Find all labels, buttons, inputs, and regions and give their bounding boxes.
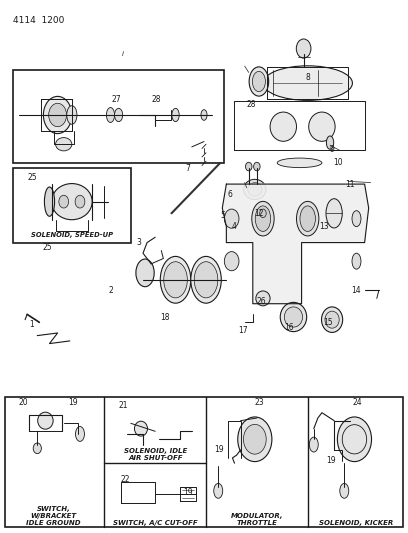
Text: 12: 12 bbox=[254, 209, 264, 218]
Text: 1: 1 bbox=[29, 320, 33, 329]
Text: 5: 5 bbox=[220, 212, 225, 221]
Circle shape bbox=[224, 209, 239, 228]
Text: SOLENOID, KICKER: SOLENOID, KICKER bbox=[319, 520, 394, 526]
Ellipse shape bbox=[256, 291, 270, 306]
Ellipse shape bbox=[280, 302, 307, 332]
Ellipse shape bbox=[172, 108, 179, 122]
Ellipse shape bbox=[160, 256, 191, 303]
Bar bbox=[13, 168, 131, 243]
Ellipse shape bbox=[352, 253, 361, 269]
Text: 21: 21 bbox=[119, 401, 128, 410]
Ellipse shape bbox=[297, 201, 319, 236]
Ellipse shape bbox=[309, 112, 335, 141]
Text: i: i bbox=[122, 51, 124, 56]
Text: 19: 19 bbox=[68, 398, 78, 407]
Text: 4: 4 bbox=[232, 222, 237, 231]
Text: 19: 19 bbox=[184, 488, 193, 497]
Ellipse shape bbox=[51, 183, 92, 220]
Circle shape bbox=[254, 163, 260, 171]
Text: 7: 7 bbox=[185, 164, 190, 173]
Ellipse shape bbox=[270, 112, 297, 141]
Ellipse shape bbox=[194, 262, 218, 298]
Circle shape bbox=[260, 209, 266, 217]
Text: SWITCH, A/C CUT-OFF: SWITCH, A/C CUT-OFF bbox=[113, 520, 197, 526]
Ellipse shape bbox=[115, 108, 123, 122]
Circle shape bbox=[337, 417, 372, 462]
Ellipse shape bbox=[249, 67, 268, 96]
Ellipse shape bbox=[248, 183, 262, 196]
Text: 13: 13 bbox=[319, 222, 329, 231]
Circle shape bbox=[49, 103, 67, 127]
Text: 3: 3 bbox=[137, 238, 142, 247]
Ellipse shape bbox=[326, 136, 334, 149]
Ellipse shape bbox=[284, 307, 303, 327]
Ellipse shape bbox=[67, 106, 77, 124]
Ellipse shape bbox=[340, 483, 349, 498]
Text: 14: 14 bbox=[352, 286, 361, 295]
Text: 2: 2 bbox=[108, 286, 113, 295]
Ellipse shape bbox=[164, 262, 187, 298]
Text: 6: 6 bbox=[228, 190, 233, 199]
Ellipse shape bbox=[136, 259, 154, 287]
Ellipse shape bbox=[214, 483, 223, 498]
Text: SOLENOID, IDLE
AIR SHUT-OFF: SOLENOID, IDLE AIR SHUT-OFF bbox=[124, 448, 187, 461]
Circle shape bbox=[246, 163, 252, 171]
Text: 11: 11 bbox=[346, 180, 355, 189]
Ellipse shape bbox=[244, 179, 266, 199]
Text: 16: 16 bbox=[284, 323, 294, 332]
Text: 28: 28 bbox=[151, 95, 161, 104]
Ellipse shape bbox=[75, 426, 84, 441]
Text: 27: 27 bbox=[112, 95, 122, 104]
Ellipse shape bbox=[38, 412, 53, 429]
Ellipse shape bbox=[352, 211, 361, 227]
Text: 22: 22 bbox=[121, 475, 130, 483]
Circle shape bbox=[33, 443, 41, 454]
Ellipse shape bbox=[191, 256, 221, 303]
Text: SWITCH,
W/BRACKET
IDLE GROUND: SWITCH, W/BRACKET IDLE GROUND bbox=[26, 506, 81, 526]
Text: 23: 23 bbox=[255, 398, 264, 407]
Bar bbox=[5, 397, 403, 527]
Ellipse shape bbox=[201, 110, 207, 120]
Ellipse shape bbox=[135, 421, 147, 436]
Circle shape bbox=[43, 96, 72, 134]
Circle shape bbox=[244, 424, 266, 454]
Text: 25: 25 bbox=[43, 244, 52, 253]
Text: 9: 9 bbox=[330, 145, 335, 154]
Text: 17: 17 bbox=[238, 326, 247, 335]
Text: 24: 24 bbox=[353, 398, 362, 407]
Circle shape bbox=[59, 195, 69, 208]
Ellipse shape bbox=[44, 187, 55, 216]
Ellipse shape bbox=[255, 206, 271, 231]
Text: 26: 26 bbox=[256, 296, 266, 305]
Text: 8: 8 bbox=[305, 73, 310, 82]
Bar bbox=[13, 70, 224, 163]
Text: 19: 19 bbox=[214, 446, 224, 455]
Text: SOLENOID, SPEED-UP: SOLENOID, SPEED-UP bbox=[31, 232, 113, 238]
Polygon shape bbox=[222, 184, 369, 304]
Text: 18: 18 bbox=[161, 312, 170, 321]
Text: 20: 20 bbox=[19, 398, 29, 407]
Ellipse shape bbox=[322, 307, 343, 333]
Text: 28: 28 bbox=[246, 100, 255, 109]
Text: 10: 10 bbox=[333, 158, 343, 167]
Ellipse shape bbox=[252, 201, 274, 236]
Circle shape bbox=[238, 417, 272, 462]
Circle shape bbox=[224, 252, 239, 271]
Ellipse shape bbox=[300, 206, 315, 231]
Circle shape bbox=[75, 195, 85, 208]
Text: 25: 25 bbox=[27, 173, 37, 182]
Text: 19: 19 bbox=[326, 456, 336, 465]
Circle shape bbox=[296, 39, 311, 58]
Text: 4114  1200: 4114 1200 bbox=[13, 15, 64, 25]
Ellipse shape bbox=[277, 158, 322, 167]
Text: 15: 15 bbox=[323, 318, 333, 327]
Ellipse shape bbox=[253, 71, 265, 92]
Ellipse shape bbox=[325, 311, 339, 328]
Ellipse shape bbox=[309, 437, 318, 452]
Ellipse shape bbox=[263, 66, 353, 100]
Ellipse shape bbox=[106, 108, 115, 123]
Ellipse shape bbox=[326, 199, 342, 228]
Text: MODULATOR,
THROTTLE: MODULATOR, THROTTLE bbox=[231, 513, 283, 526]
Ellipse shape bbox=[55, 138, 72, 151]
